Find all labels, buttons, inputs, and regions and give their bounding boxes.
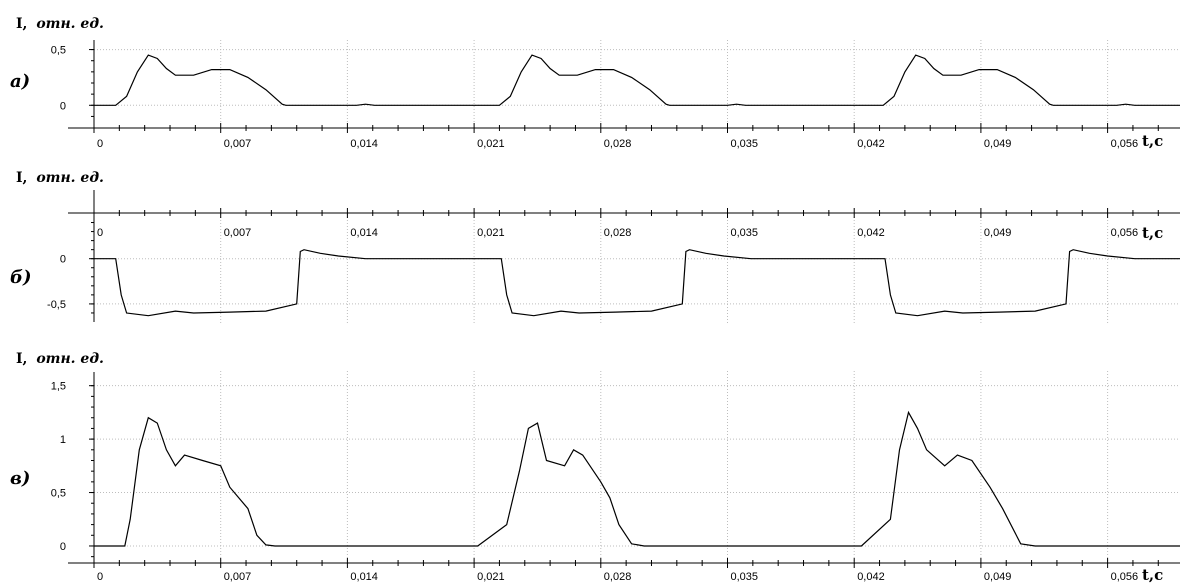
panel-b: I, отн. ед. б) 0 0,007 0,014 0,021 0,028 0,03…: [10, 170, 1180, 324]
panel-b-x-tick-label: 0,042: [857, 227, 885, 239]
panel-c-y-tick-label: 0: [60, 541, 66, 553]
panel-c-x-tick-label: 0,007: [224, 571, 252, 583]
panel-b-xlabel: t,c: [1142, 224, 1163, 242]
panel-a-y-tick-label: 0,5: [51, 45, 66, 57]
panel-c-x-tick-label: 0,028: [604, 571, 632, 583]
panel-c: I, отн. ед. в) 0 0,007 0,014 0,021 0,028 0,03…: [10, 351, 1180, 584]
panel-a-y-tick-label: 0: [60, 100, 66, 112]
panel-a-x-tick-label: 0,035: [731, 138, 759, 150]
panel-c-y-tick-label: 1: [60, 434, 66, 446]
panel-b-x-tick-label: 0,035: [731, 227, 759, 239]
panel-b-x-tick-label: 0,014: [350, 227, 378, 239]
panel-a-plot: 0 0,007 0,014 0,021 0,028 0,035 0,042 0,049 0,05…: [51, 40, 1180, 150]
panel-a-x-tick-label: 0,049: [984, 138, 1012, 150]
panel-c-y-tick-label: 1,5: [51, 381, 66, 393]
panel-c-x-tick-label: 0,056: [1111, 571, 1139, 583]
panel-a-xlabel: t,c: [1142, 132, 1163, 150]
panel-a-letter: а): [10, 71, 30, 92]
panel-c-x-tick-label: 0,042: [857, 571, 885, 583]
panel-a-x-tick-label: 0,014: [350, 138, 378, 150]
panel-a-ylabel: I, отн. ед.: [16, 16, 104, 32]
panel-b-y-tick-label: -0,5: [47, 299, 66, 311]
panel-a: I, отн. ед. а) 0 0,007 0,014 0,021 0,028 0,03…: [10, 16, 1180, 150]
panel-c-x-tick-label: 0,021: [477, 571, 505, 583]
panel-a-x-tick-label: 0,007: [224, 138, 252, 150]
panel-b-x-tick-label: 0,028: [604, 227, 632, 239]
panel-c-x-tick-label: 0,049: [984, 571, 1012, 583]
panel-a-series-line: [94, 54, 1180, 106]
panel-c-ylabel: I, отн. ед.: [16, 351, 104, 367]
panel-b-x-tick-label: 0,049: [984, 227, 1012, 239]
panel-b-x-tick-label: 0,021: [477, 227, 505, 239]
panel-c-x-tick-label: 0: [97, 571, 103, 583]
panel-c-letter: в): [10, 468, 30, 489]
panel-b-y-tick-label: 0: [60, 254, 66, 266]
panel-a-x-tick-label: 0,021: [477, 138, 505, 150]
panel-c-plot: 0 0,007 0,014 0,021 0,028 0,035 0,042 0,049 0,05…: [51, 371, 1180, 583]
panel-b-series-line: [94, 249, 1180, 317]
panel-b-ylabel: I, отн. ед.: [16, 170, 104, 186]
panel-a-x-tick-label: 0,028: [604, 138, 632, 150]
panel-b-x-tick-label: 0: [97, 227, 103, 239]
panel-c-x-tick-label: 0,035: [731, 571, 759, 583]
panel-a-x-tick-label: 0: [97, 138, 103, 150]
panel-a-x-tick-label: 0,042: [857, 138, 885, 150]
panel-b-x-tick-label: 0,056: [1111, 227, 1139, 239]
panel-c-y-tick-label: 0,5: [51, 488, 66, 500]
panel-a-x-tick-label: 0,056: [1111, 138, 1139, 150]
panel-b-letter: б): [10, 267, 32, 288]
panel-c-xlabel: t,c: [1142, 566, 1163, 584]
panel-b-plot: 0 0,007 0,014 0,021 0,028 0,035 0,042 0,049 0,05…: [47, 190, 1180, 324]
panel-c-x-tick-label: 0,014: [350, 571, 378, 583]
panel-b-x-tick-label: 0,007: [224, 227, 252, 239]
panel-c-series-line: [94, 410, 1180, 547]
